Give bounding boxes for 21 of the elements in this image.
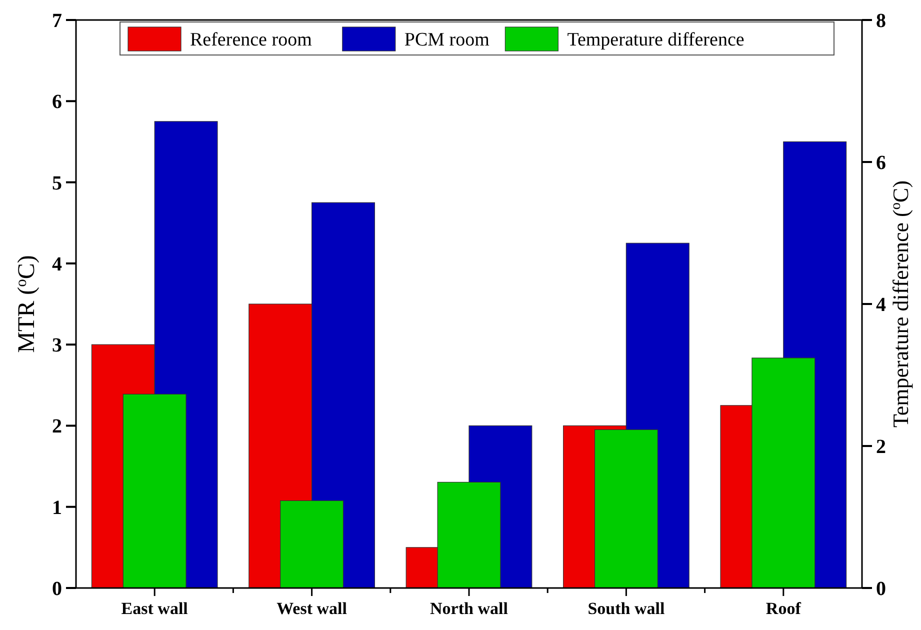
x-tick-label: Roof (766, 599, 802, 618)
y-tick-label: 1 (52, 496, 62, 519)
y2-tick-label: 6 (876, 152, 886, 174)
y-tick-label: 7 (52, 10, 62, 32)
y2-tick-label: 0 (876, 578, 886, 600)
y-tick-label: 2 (52, 416, 62, 438)
x-tick-label: East wall (121, 599, 188, 618)
legend-label: Temperature difference (567, 30, 744, 51)
y-tick-label: 6 (52, 91, 62, 114)
x-tick-label: South wall (588, 599, 665, 618)
x-tick-label: North wall (430, 599, 508, 618)
legend-label: PCM room (404, 30, 490, 51)
x-tick-label: West wall (276, 599, 348, 618)
y-tick-label: 4 (52, 253, 62, 276)
y-tick-label: 0 (52, 578, 62, 600)
y-tick-label: 3 (52, 334, 62, 357)
y2-tick-label: 8 (876, 10, 886, 32)
y2-tick-label: 2 (876, 436, 886, 458)
y2-tick-label: 4 (876, 294, 886, 316)
y-tick-label: 5 (52, 172, 62, 194)
legend-label: Reference room (190, 30, 312, 51)
